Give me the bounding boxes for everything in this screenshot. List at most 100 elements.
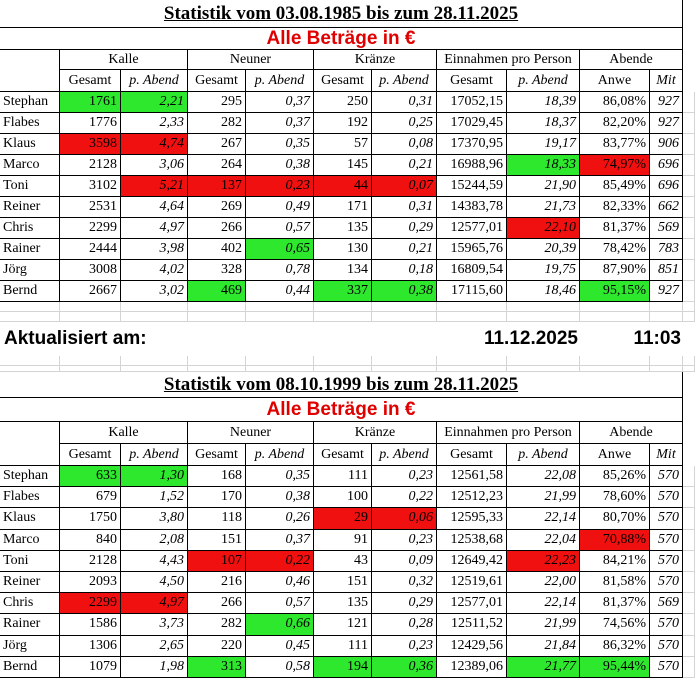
table-cell: 85,49%	[580, 176, 650, 197]
column-header: Gesamt	[188, 444, 246, 466]
table-cell: 78,42%	[580, 239, 650, 260]
group-header: Einnahmen pro Person	[437, 422, 580, 444]
table-cell: 5,21	[121, 176, 188, 197]
table-cell: 22,14	[507, 593, 580, 615]
table-cell: 313	[188, 656, 246, 678]
table-cell: 14383,78	[437, 197, 507, 218]
grid-cell	[683, 656, 695, 678]
grid-cell	[0, 362, 60, 372]
table-cell: 84,21%	[580, 550, 650, 572]
table-cell: 570	[650, 614, 683, 636]
table-cell: 3008	[60, 260, 121, 281]
updated-time: 11:03	[633, 328, 681, 349]
grid-cell	[683, 239, 695, 260]
grid-cell	[372, 362, 437, 372]
table-cell: 134	[314, 260, 372, 281]
table-cell: 0,78	[246, 260, 314, 281]
group-header: Neuner	[188, 422, 314, 444]
table-cell: 0,29	[372, 218, 437, 239]
table-cell: 107	[188, 550, 246, 572]
table-cell: 21,90	[507, 176, 580, 197]
table-cell: 469	[188, 281, 246, 302]
table-cell: 145	[314, 155, 372, 176]
table-cell: 12429,56	[437, 635, 507, 657]
table-cell: 121	[314, 614, 372, 636]
table-cell: 4,43	[121, 550, 188, 572]
row-name: Jörg	[0, 260, 60, 281]
grid-cell	[580, 356, 650, 366]
group-header: Kalle	[60, 50, 188, 70]
table-subtitle: Alle Beträge in €	[0, 398, 683, 422]
grid-cell	[683, 508, 695, 530]
table-cell: 18,37	[507, 113, 580, 134]
column-header: Gesamt	[60, 70, 121, 92]
row-name: Rainer	[0, 239, 60, 260]
grid-cell	[650, 362, 683, 372]
column-header: p. Abend	[121, 70, 188, 92]
row-name: Jörg	[0, 635, 60, 657]
table-cell: 282	[188, 614, 246, 636]
table-cell: 1079	[60, 656, 121, 678]
grid-cell	[507, 312, 580, 322]
grid-cell	[314, 356, 372, 366]
table-cell: 402	[188, 239, 246, 260]
grid-cell	[437, 302, 507, 312]
table-cell: 2531	[60, 197, 121, 218]
table-cell: 135	[314, 593, 372, 615]
grid-cell	[683, 302, 695, 312]
table-cell: 87,90%	[580, 260, 650, 281]
table-cell: 0,09	[372, 550, 437, 572]
row-name: Flabes	[0, 113, 60, 134]
table-cell: 4,97	[121, 593, 188, 615]
grid-cell	[121, 356, 188, 366]
table-cell: 20,39	[507, 239, 580, 260]
table-cell: 0,25	[372, 113, 437, 134]
table-cell: 4,97	[121, 218, 188, 239]
table-cell: 74,56%	[580, 614, 650, 636]
table-cell: 19,17	[507, 134, 580, 155]
table-cell: 696	[650, 176, 683, 197]
table-cell: 12595,33	[437, 508, 507, 530]
table-cell: 266	[188, 218, 246, 239]
grid-cell	[683, 218, 695, 239]
table-cell: 570	[650, 487, 683, 509]
updated-date: 11.12.2025	[483, 328, 578, 349]
table-cell: 0,58	[246, 656, 314, 678]
column-header: Gesamt	[314, 70, 372, 92]
table-cell: 100	[314, 487, 372, 509]
row-name: Klaus	[0, 508, 60, 530]
table-cell: 151	[314, 572, 372, 594]
table-cell: 135	[314, 218, 372, 239]
table-cell: 0,65	[246, 239, 314, 260]
table-cell: 3,06	[121, 155, 188, 176]
table-cell: 111	[314, 466, 372, 488]
table-cell: 0,22	[372, 487, 437, 509]
grid-cell	[580, 312, 650, 322]
column-header: p. Abend	[246, 444, 314, 466]
corner-cell	[0, 50, 60, 92]
column-header: Gesamt	[314, 444, 372, 466]
grid-cell	[372, 312, 437, 322]
grid-cell	[188, 362, 246, 372]
table-cell: 12512,23	[437, 487, 507, 509]
table-cell: 12519,61	[437, 572, 507, 594]
column-header: Mit	[650, 444, 683, 466]
grid-cell	[60, 312, 121, 322]
table-cell: 82,20%	[580, 113, 650, 134]
grid-cell	[650, 302, 683, 312]
table-cell: 4,64	[121, 197, 188, 218]
grid-cell	[683, 614, 695, 636]
table-cell: 0,07	[372, 176, 437, 197]
table-cell: 662	[650, 197, 683, 218]
grid-cell	[683, 550, 695, 572]
grid-cell	[437, 356, 507, 366]
table-cell: 21,84	[507, 635, 580, 657]
table-cell: 328	[188, 260, 246, 281]
table-cell: 0,37	[246, 92, 314, 113]
grid-cell	[372, 356, 437, 366]
row-name: Toni	[0, 550, 60, 572]
column-header: p. Abend	[246, 70, 314, 92]
table-cell: 171	[314, 197, 372, 218]
group-header: Einnahmen pro Person	[437, 50, 580, 70]
updated-label: Aktualisiert am:	[4, 328, 147, 349]
